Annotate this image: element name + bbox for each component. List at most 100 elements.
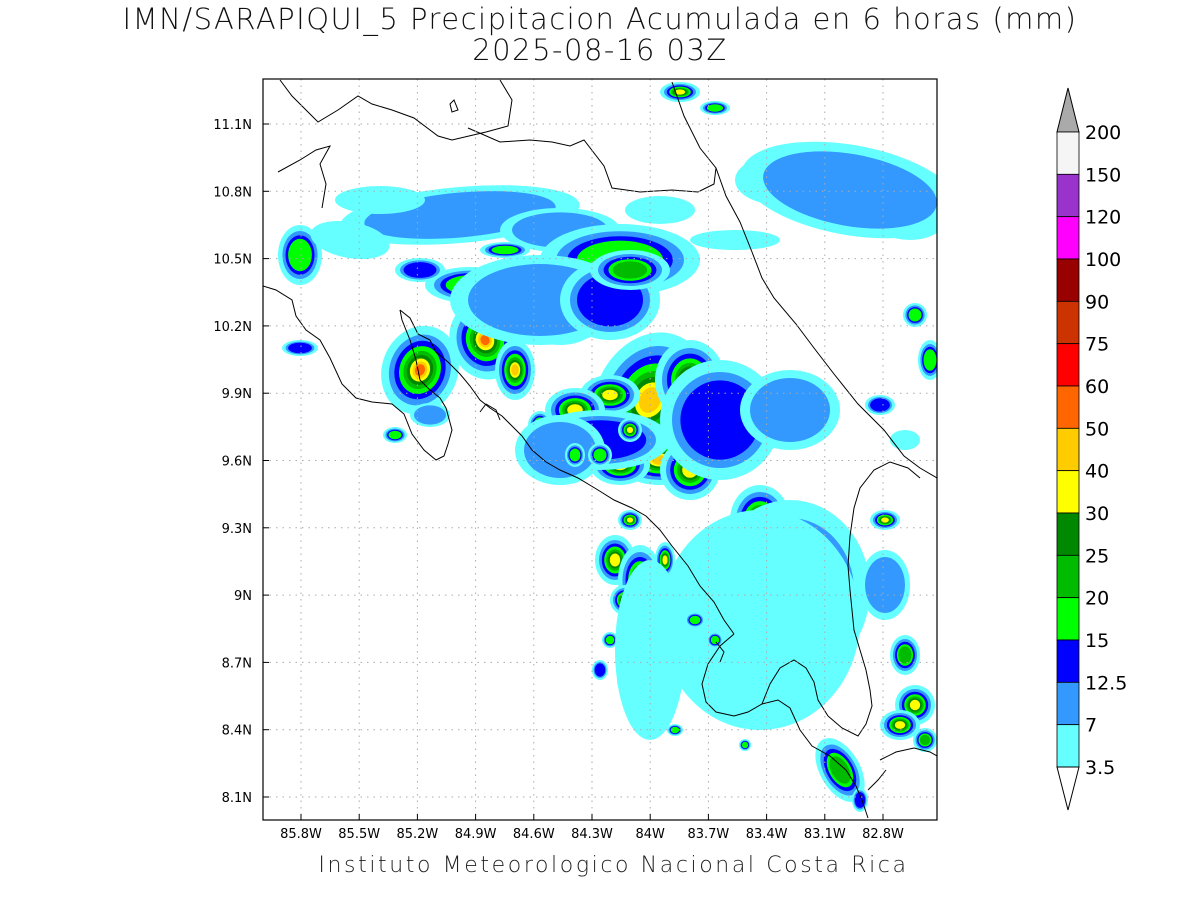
coastline-path [671,81,937,479]
precip-contour [763,151,937,229]
lat-tick-label: 9.3N [222,522,252,537]
precip-contour [615,560,685,740]
colorbar-over-triangle [1056,87,1080,133]
lon-tick-label: 85.2W [396,827,438,842]
colorbar-segment [1056,724,1080,768]
precip-contour [706,104,724,112]
precip-contour [750,378,830,442]
colorbar-label: 150 [1085,164,1121,186]
colorbar-label: 12.5 [1085,672,1127,694]
precip-contour [898,646,912,664]
precip-contour [908,308,922,322]
colorbar-segment [1056,385,1080,429]
precip-contour [639,387,661,413]
colorbar-label: 60 [1085,376,1109,398]
lon-tick-label: 83.1W [804,827,846,842]
coastline-path [879,747,937,761]
precip-contour [511,364,519,376]
precip-contour [335,186,425,214]
lon-tick-label: 85.8W [280,827,322,842]
lon-tick-label: 84.6W [513,827,555,842]
lon-tick-label: 84.9W [455,827,497,842]
precip-contour [865,557,905,613]
lon-tick-label: 85.5W [338,827,380,842]
colorbar: 200 150 120 100 90 75 60 50 40 30 25 20 15 12.5 7 3.5 [1056,87,1127,811]
colorbar-label: 75 [1085,334,1109,356]
colorbar-label: 20 [1085,588,1109,610]
coastline-path [827,461,921,737]
colorbar-segment [1056,258,1080,302]
colorbar-segment [1056,597,1080,641]
precip-contour [710,635,720,645]
lon-tick-label: 84.3W [571,827,613,842]
precip-contour [919,734,931,746]
colorbar-label: 90 [1085,291,1109,313]
colorbar-label: 200 [1085,122,1121,144]
precip-contour [881,517,889,523]
lat-tick-label: 9N [234,589,252,604]
coastline-path [467,127,717,193]
precip-contour [414,405,446,425]
colorbar-segment [1056,427,1080,472]
colorbar-segment [1056,300,1080,345]
lon-tick-label: 84W [635,827,665,842]
institution-credit: Instituto Meteorologico Nacional Costa R… [318,853,909,878]
colorbar-label: 120 [1085,207,1121,229]
lat-tick-label: 8.7N [222,656,252,671]
colorbar-label: 50 [1085,418,1109,440]
precipitation-field [278,82,937,812]
colorbar-label: 25 [1085,545,1109,567]
colorbar-label: 15 [1085,630,1109,652]
precip-contour [662,555,668,565]
precip-contour [602,389,618,401]
precip-contour [741,741,749,749]
precip-contour [605,635,615,645]
colorbar-label: 3.5 [1085,757,1115,779]
precip-contour [890,430,920,450]
coastline-path [399,309,735,635]
precip-contour [609,553,621,567]
precip-contour [909,699,921,711]
coastline-path [715,641,725,663]
map-frame [262,78,938,821]
precip-contour [593,448,607,462]
colorbar-segment [1056,512,1080,556]
precip-contour [480,334,490,346]
longitude-labels: 85.8W 85.5W 85.2W 84.9W 84.6W 84.3W 84W 83.7W 83… [280,814,904,842]
lon-tick-label: 83.7W [687,827,729,842]
latitude-labels: 11.1N 10.8N 10.5N 10.2N 9.9N 9.6N 9.3N 9N 8.7N 8.… [213,118,269,806]
coastline-path [449,99,459,113]
graticule-grid [263,79,937,820]
precip-contour [870,398,890,412]
precip-contour [388,430,402,440]
colorbar-label: 100 [1085,249,1121,271]
precip-contour [829,756,851,784]
precip-contour [670,726,680,734]
lat-tick-label: 10.8N [213,185,252,200]
precip-contour [288,342,312,354]
coastline-path [761,659,829,717]
colorbar-under-triangle [1056,766,1080,811]
coastline-path [701,633,831,757]
lat-tick-label: 10.5N [213,253,252,268]
lat-tick-label: 8.1N [222,791,252,806]
colorbar-segment [1056,131,1080,175]
precip-contour [894,721,906,729]
coastline-path [867,769,887,791]
coastline-path [479,403,501,421]
colorbar-segment [1056,470,1080,514]
precip-contour [310,220,390,260]
precip-contour [923,349,937,371]
colorbar-label: 7 [1085,715,1097,737]
colorbar-segment [1056,639,1080,683]
precip-contour [674,89,686,95]
precip-contour [689,615,701,625]
precip-contour [288,238,312,272]
precip-contour [594,663,606,677]
lat-tick-label: 10.2N [213,320,252,335]
lon-tick-label: 83.4W [746,827,788,842]
lat-tick-label: 9.9N [222,387,252,402]
precip-contour [491,245,519,255]
lat-tick-label: 8.4N [222,724,252,739]
